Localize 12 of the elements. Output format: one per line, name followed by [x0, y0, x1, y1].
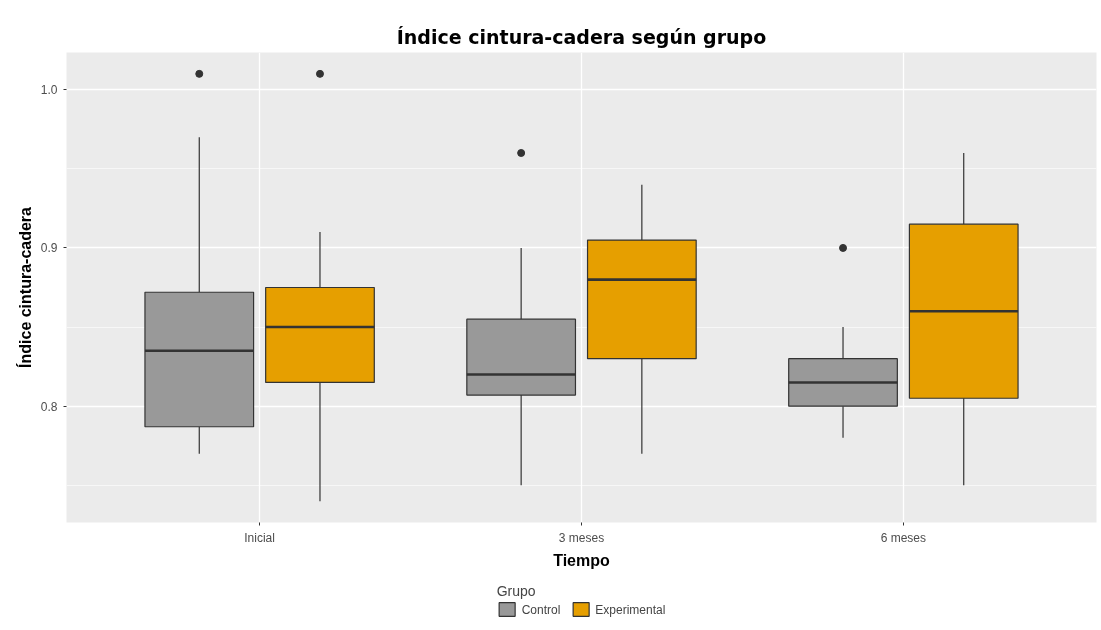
y-tick-label: 0.9 — [40, 241, 58, 256]
legend-label: Experimental — [595, 602, 666, 616]
x-tick-label: 6 meses — [880, 530, 927, 545]
y-tick-label: 1.0 — [40, 83, 58, 98]
x-tick-label: 3 meses — [558, 530, 605, 545]
legend-title: Grupo — [496, 582, 537, 599]
x-tick-label: Inicial — [244, 530, 275, 545]
x-axis-title: Tiempo — [553, 551, 611, 569]
y-axis-title: Índice cintura-cadera — [15, 206, 34, 368]
y-tick-label: 0.8 — [40, 399, 58, 414]
chart-title: Índice cintura-cadera según grupo — [396, 25, 767, 48]
legend-label: Control — [521, 602, 561, 616]
